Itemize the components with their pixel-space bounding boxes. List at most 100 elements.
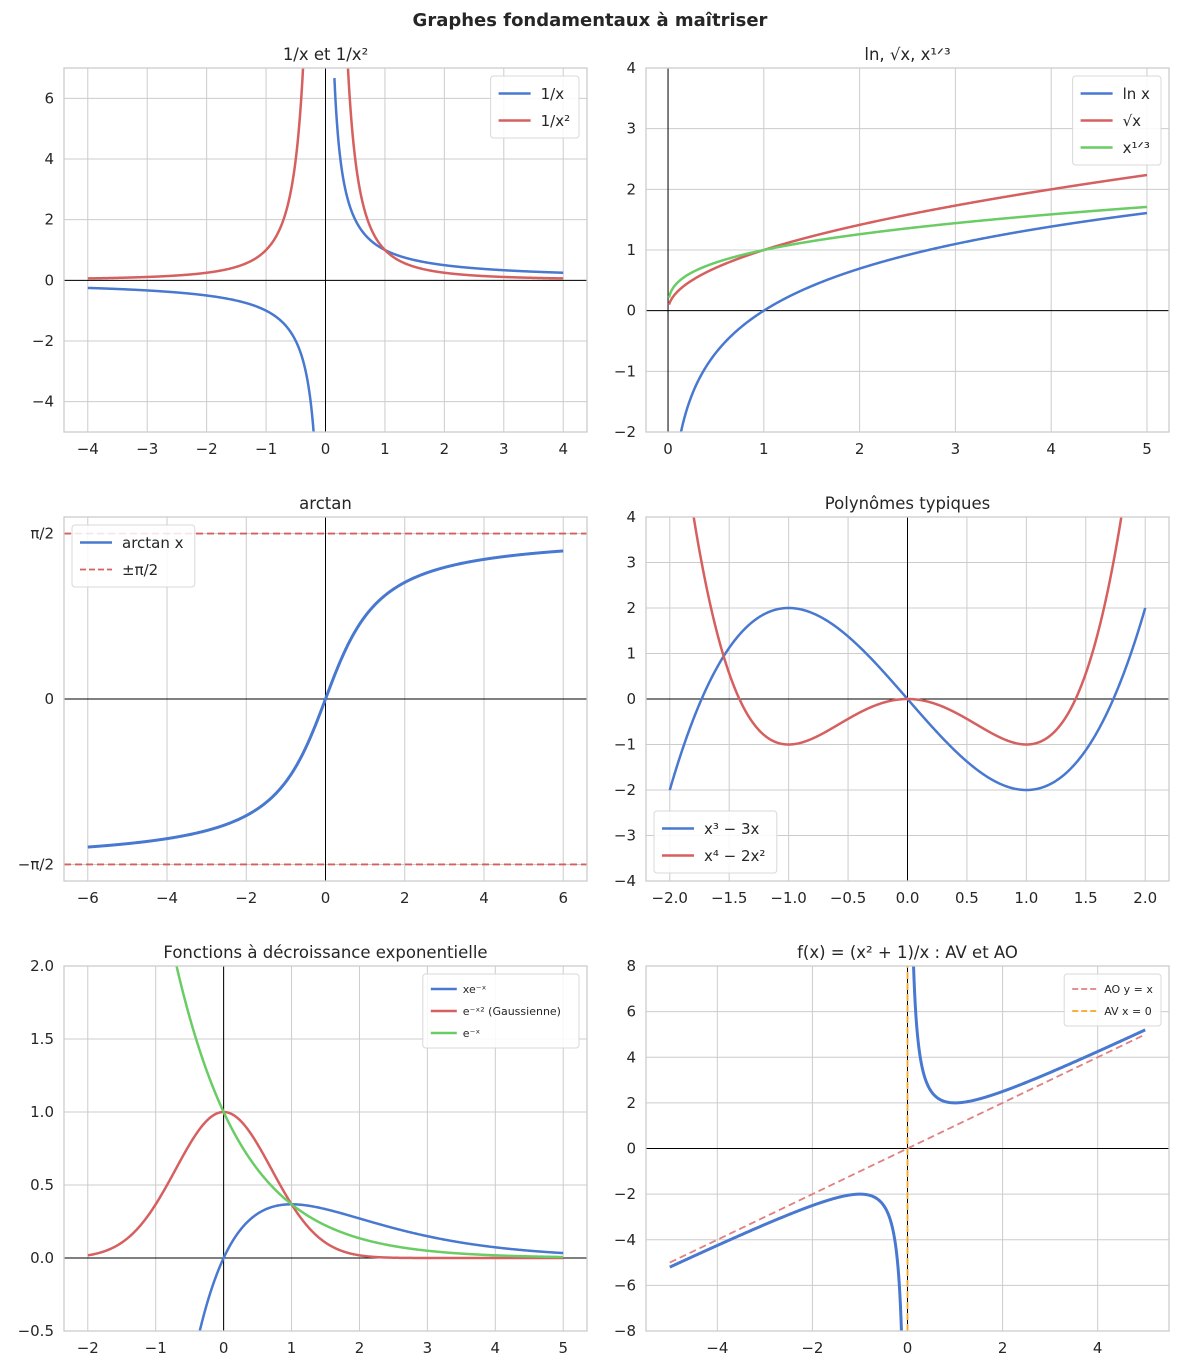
- x-tick-label: 0: [663, 440, 673, 458]
- legend: x³ − 3x x⁴ − 2x²: [653, 810, 778, 874]
- legend-label: x¹ᐟ³: [1123, 139, 1150, 157]
- y-tick-label: 2: [626, 1094, 636, 1112]
- x-tick-label: 1: [759, 440, 769, 458]
- series-line-1: [87, 78, 564, 432]
- x-tick-label: −4: [77, 440, 99, 458]
- x-tick-label: 1: [380, 440, 390, 458]
- legend-label: ±π/2: [122, 561, 158, 579]
- x-tick-label: 2: [355, 1339, 365, 1357]
- y-tick-label: 4: [44, 150, 54, 168]
- y-tick-label: −4: [614, 1231, 636, 1249]
- series-line-1: [86, 549, 565, 849]
- legend-box: [71, 524, 196, 588]
- x-tick-label: −6: [77, 889, 99, 907]
- legend: AO y = x AV x = 0: [1063, 973, 1162, 1027]
- x-tick-label: −1: [145, 1339, 167, 1357]
- x-tick-label: −2.0: [652, 889, 688, 907]
- subplot-title: Fonctions à décroissance exponentielle: [163, 943, 487, 962]
- x-tick-label: 4: [1046, 440, 1056, 458]
- y-tick-label: 1: [626, 645, 636, 663]
- y-tick-label: 1.0: [30, 1103, 54, 1121]
- y-tick-label: −1: [614, 736, 636, 754]
- y-tick-label: 0.0: [30, 1249, 54, 1267]
- x-tick-label: 2.0: [1133, 889, 1157, 907]
- x-tick-label: 6: [558, 889, 568, 907]
- axes-frame: [645, 965, 1170, 1332]
- legend-box: [1063, 973, 1162, 1027]
- y-tick-label: −0.5: [18, 1322, 54, 1340]
- legend: xe⁻ˣ e⁻ˣ² (Gaussienne) e⁻ˣ: [422, 973, 580, 1049]
- axes-frame: [63, 516, 588, 882]
- x-tick-label: −1: [255, 440, 277, 458]
- subplot-title: 1/x et 1/x²: [283, 45, 368, 64]
- subplot-title: f(x) = (x² + 1)/x : AV et AO: [797, 943, 1018, 962]
- x-tick-label: −4: [706, 1339, 728, 1357]
- x-tick-label: 1.0: [1014, 889, 1038, 907]
- x-tick-label: −3: [136, 440, 158, 458]
- legend-label: AO y = x: [1104, 983, 1153, 996]
- x-tick-label: 0: [219, 1339, 229, 1357]
- series-line-2: [87, 1110, 564, 1260]
- x-tick-label: −1.5: [711, 889, 747, 907]
- y-tick-label: 2: [44, 211, 54, 229]
- subplot-title: Polynômes typiques: [825, 494, 990, 513]
- x-tick-label: 0.0: [896, 889, 920, 907]
- legend-box: [1072, 75, 1162, 166]
- subplot-4: −2.0 −1.5 −1.0 −0.5 0.0 0.5 1.0 1.5 2.0 −4 −3 −2 −1 0…: [614, 494, 1170, 907]
- legend-box: [422, 973, 580, 1049]
- x-tick-label: 5: [1142, 440, 1152, 458]
- y-tick-label: 3: [626, 120, 636, 138]
- y-tick-label: 1.5: [30, 1030, 54, 1048]
- series-line-2: [667, 173, 1148, 306]
- x-tick-label: 4: [491, 1339, 501, 1357]
- y-tick-label: −2: [614, 781, 636, 799]
- subplot-title: ln, √x, x¹ᐟ³: [864, 45, 950, 64]
- axes-frame: [63, 67, 588, 433]
- y-tick-label: 6: [626, 1003, 636, 1021]
- series-line-1: [668, 966, 1147, 1331]
- x-tick-label: 2: [855, 440, 865, 458]
- series-line-1: [679, 211, 1148, 432]
- x-tick-label: 4: [558, 440, 568, 458]
- plot-area: [64, 532, 587, 866]
- plot-area: [87, 966, 564, 1331]
- x-tick-label: 1.5: [1074, 889, 1098, 907]
- x-tick-label: 4: [479, 889, 489, 907]
- y-tick-label: −π/2: [18, 855, 54, 873]
- series-line-3: [667, 205, 1148, 298]
- y-tick-label: 4: [626, 508, 636, 526]
- y-tick-label: 2: [626, 180, 636, 198]
- y-tick-label: 2: [626, 599, 636, 617]
- y-tick-label: −3: [614, 827, 636, 845]
- y-tick-label: 4: [626, 1048, 636, 1066]
- y-tick-label: 0.5: [30, 1176, 54, 1194]
- x-tick-label: −1.0: [770, 889, 806, 907]
- y-tick-label: π/2: [30, 525, 54, 543]
- y-tick-label: 4: [626, 59, 636, 77]
- subplot-2: 0 1 2 3 4 5 −2 −1 0 1 2 3 4 ln, √x, x¹ᐟ³ ln x √x x¹ᐟ³: [614, 45, 1170, 458]
- legend-label: x⁴ − 2x²: [704, 847, 765, 865]
- legend-label: 1/x²: [541, 112, 571, 130]
- subplot-3: −6 −4 −2 0 2 4 6 −π/2 0 π/2 arctan arctan x ±π/2: [18, 494, 588, 907]
- axes-frame: [645, 67, 1170, 433]
- plot-area: [668, 966, 1147, 1331]
- y-tick-label: −1: [614, 362, 636, 380]
- y-tick-label: 2.0: [30, 957, 54, 975]
- x-tick-label: 5: [558, 1339, 568, 1357]
- y-tick-label: 1: [626, 241, 636, 259]
- y-tick-label: 0: [626, 690, 636, 708]
- x-tick-label: −2: [235, 889, 257, 907]
- x-tick-label: −2: [801, 1339, 823, 1357]
- x-tick-label: 4: [1093, 1339, 1103, 1357]
- subplot-6: −4 −2 0 2 4 −8 −6 −4 −2 0 2 4 6 8 f(x) = (x² + 1)/x : …: [614, 943, 1170, 1357]
- legend-label: AV x = 0: [1104, 1005, 1152, 1018]
- series-line-2: [692, 517, 1123, 746]
- legend-label: xe⁻ˣ: [463, 983, 487, 996]
- x-tick-label: 0: [903, 1339, 913, 1357]
- x-tick-label: 2: [998, 1339, 1008, 1357]
- legend-label: ln x: [1123, 85, 1150, 103]
- axes-frame: [63, 965, 588, 1332]
- subplot-1: −4 −3 −2 −1 0 1 2 3 4 −4 −2 0 2 4 6 1/x et 1/x² 1/x 1/x²: [32, 45, 588, 458]
- y-tick-label: −4: [614, 872, 636, 890]
